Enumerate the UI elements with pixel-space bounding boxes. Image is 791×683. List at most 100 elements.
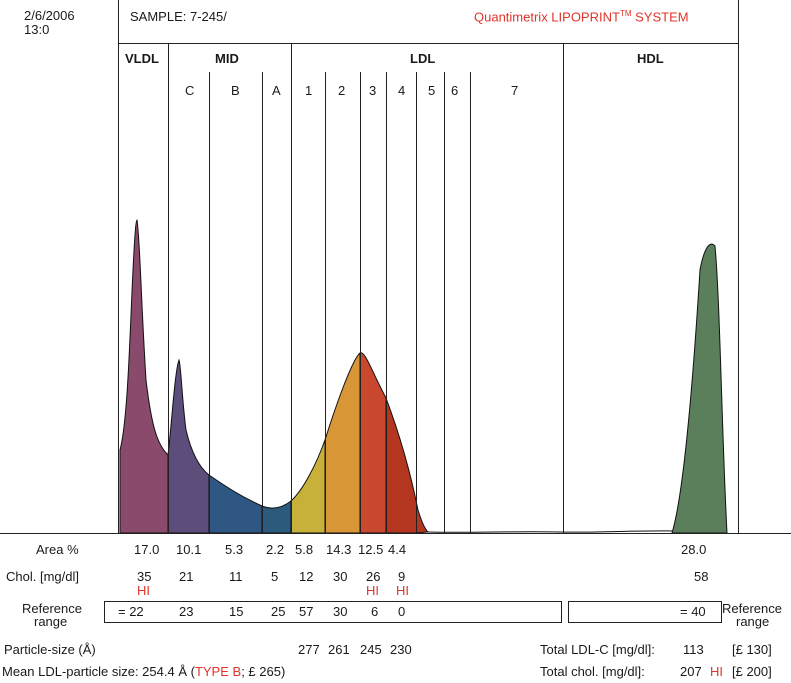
sub-mid-c: C xyxy=(185,83,195,98)
row-label-particle: Particle-size (Å) xyxy=(4,642,96,657)
divider-4-5 xyxy=(416,72,417,533)
mean-ldl-type: TYPE B xyxy=(194,664,242,679)
area-mid-c: 10.1 xyxy=(176,542,202,557)
ref-right-label-1: Reference xyxy=(722,601,782,616)
sub-mid-b: B xyxy=(231,83,240,98)
divider-6-7 xyxy=(470,72,471,533)
ref-mid-c: 23 xyxy=(179,604,194,619)
area-vldl: 17.0 xyxy=(134,542,160,557)
report-time: 13:0 xyxy=(24,22,50,37)
divider-mid-ldl xyxy=(291,43,292,533)
row-label-area: Area % xyxy=(36,542,79,557)
area-hdl: 28.0 xyxy=(681,542,707,557)
divider-vldl-mid xyxy=(168,43,169,533)
peak-ldl-4 xyxy=(385,397,430,534)
chol-mid-c: 21 xyxy=(179,569,194,584)
divider-3-4 xyxy=(386,72,387,533)
ref-vldl: = 22 xyxy=(118,604,144,619)
divider-2-3 xyxy=(360,72,361,533)
total-chol-flag: HI xyxy=(710,664,723,679)
group-ldl: LDL xyxy=(410,51,436,66)
area-ldl-4: 4.4 xyxy=(388,542,407,557)
sub-mid-a: A xyxy=(272,83,281,98)
ref-hdl: = 40 xyxy=(680,604,706,619)
peak-mid-a xyxy=(261,499,292,534)
chol-hdl: 58 xyxy=(694,569,709,584)
mean-ldl-size-prefix: Mean LDL-particle size: 254.4 Å ( xyxy=(2,664,195,679)
total-ldlc-ref: [£ 130] xyxy=(732,642,772,657)
chol-mid-b: 11 xyxy=(229,569,243,584)
sub-ldl-1: 1 xyxy=(305,83,313,98)
total-ldlc-label: Total LDL-C [mg/dl]: xyxy=(540,642,655,657)
particle-ldl-3: 245 xyxy=(360,642,382,657)
divider-5-6 xyxy=(444,72,445,533)
chol-ldl-4: 9 xyxy=(398,569,406,584)
area-ldl-1: 5.8 xyxy=(295,542,314,557)
group-hdl: HDL xyxy=(637,51,664,66)
flag-hi-ldl-3: HI xyxy=(366,583,379,598)
ref-ldl-3: 6 xyxy=(371,604,379,619)
mean-ldl-size: Mean LDL-particle size: 254.4 Å (TYPE B;… xyxy=(2,665,285,678)
total-chol-label: Total chol. [mg/dl]: xyxy=(540,664,645,679)
sub-ldl-3: 3 xyxy=(369,83,377,98)
row-label-ref-2: range xyxy=(34,614,68,629)
ref-ldl-4: 0 xyxy=(398,604,406,619)
area-mid-a: 2.2 xyxy=(266,542,285,557)
peak-hdl xyxy=(671,243,728,534)
chol-vldl: 35 xyxy=(137,569,152,584)
report-date: 2/6/2006 xyxy=(24,8,75,23)
brand-title: Quantimetrix LIPOPRINTTM SYSTEM xyxy=(474,9,689,25)
peak-mid-b xyxy=(208,474,263,534)
particle-ldl-2: 261 xyxy=(328,642,350,657)
sub-ldl-2: 2 xyxy=(338,83,346,98)
sub-ldl-7: 7 xyxy=(511,83,519,98)
area-ldl-3: 12.5 xyxy=(358,542,384,557)
peak-ldl-3 xyxy=(359,352,387,534)
sample-id: SAMPLE: 7-245/ xyxy=(130,9,227,24)
baseline-trace xyxy=(427,530,681,533)
total-ldlc-value: 113 xyxy=(683,642,704,657)
divider-c-b xyxy=(209,72,210,533)
area-mid-b: 5.3 xyxy=(225,542,244,557)
sub-ldl-5: 5 xyxy=(428,83,436,98)
total-chol-ref: [£ 200] xyxy=(732,664,772,679)
ref-mid-a: 25 xyxy=(271,604,286,619)
ref-right-label-2: range xyxy=(736,614,770,629)
area-ldl-2: 14.3 xyxy=(326,542,352,557)
brand-name: Quantimetrix LIPOPRINT xyxy=(474,9,620,25)
header-divider xyxy=(118,43,738,44)
chol-mid-a: 5 xyxy=(271,569,279,584)
chol-ldl-3: 26 xyxy=(366,569,381,584)
peak-ldl-2 xyxy=(324,351,361,534)
group-mid: MID xyxy=(215,51,239,66)
row-label-ref-1: Reference xyxy=(22,601,82,616)
sub-ldl-4: 4 xyxy=(398,83,406,98)
brand-tm: TM xyxy=(619,9,632,18)
divider-b-a xyxy=(262,72,263,533)
frame-right xyxy=(738,0,739,533)
flag-hi-ldl-4: HI xyxy=(396,583,409,598)
particle-ldl-4: 230 xyxy=(390,642,412,657)
row-label-chol: Chol. [mg/dl] xyxy=(6,569,79,584)
reference-range-box-hdl xyxy=(568,601,722,623)
chol-ldl-1: 12 xyxy=(299,569,314,584)
group-vldl: VLDL xyxy=(125,51,159,66)
brand-suffix: SYSTEM xyxy=(631,9,689,25)
divider-ldl-hdl xyxy=(563,43,564,533)
reference-range-box xyxy=(104,601,562,623)
particle-ldl-1: 277 xyxy=(298,642,320,657)
peak-mid-c xyxy=(167,358,210,534)
sub-ldl-6: 6 xyxy=(451,83,459,98)
ref-ldl-1: 57 xyxy=(299,604,314,619)
ref-ldl-2: 30 xyxy=(333,604,348,619)
divider-1-2 xyxy=(325,72,326,533)
frame-left xyxy=(118,0,119,533)
ref-mid-b: 15 xyxy=(229,604,244,619)
total-chol-value: 207 xyxy=(680,664,702,679)
peak-ldl-1 xyxy=(290,439,326,534)
baseline-axis xyxy=(0,533,791,534)
flag-hi-vldl: HI xyxy=(137,583,150,598)
mean-ldl-size-suffix: ; £ 265) xyxy=(241,664,286,679)
